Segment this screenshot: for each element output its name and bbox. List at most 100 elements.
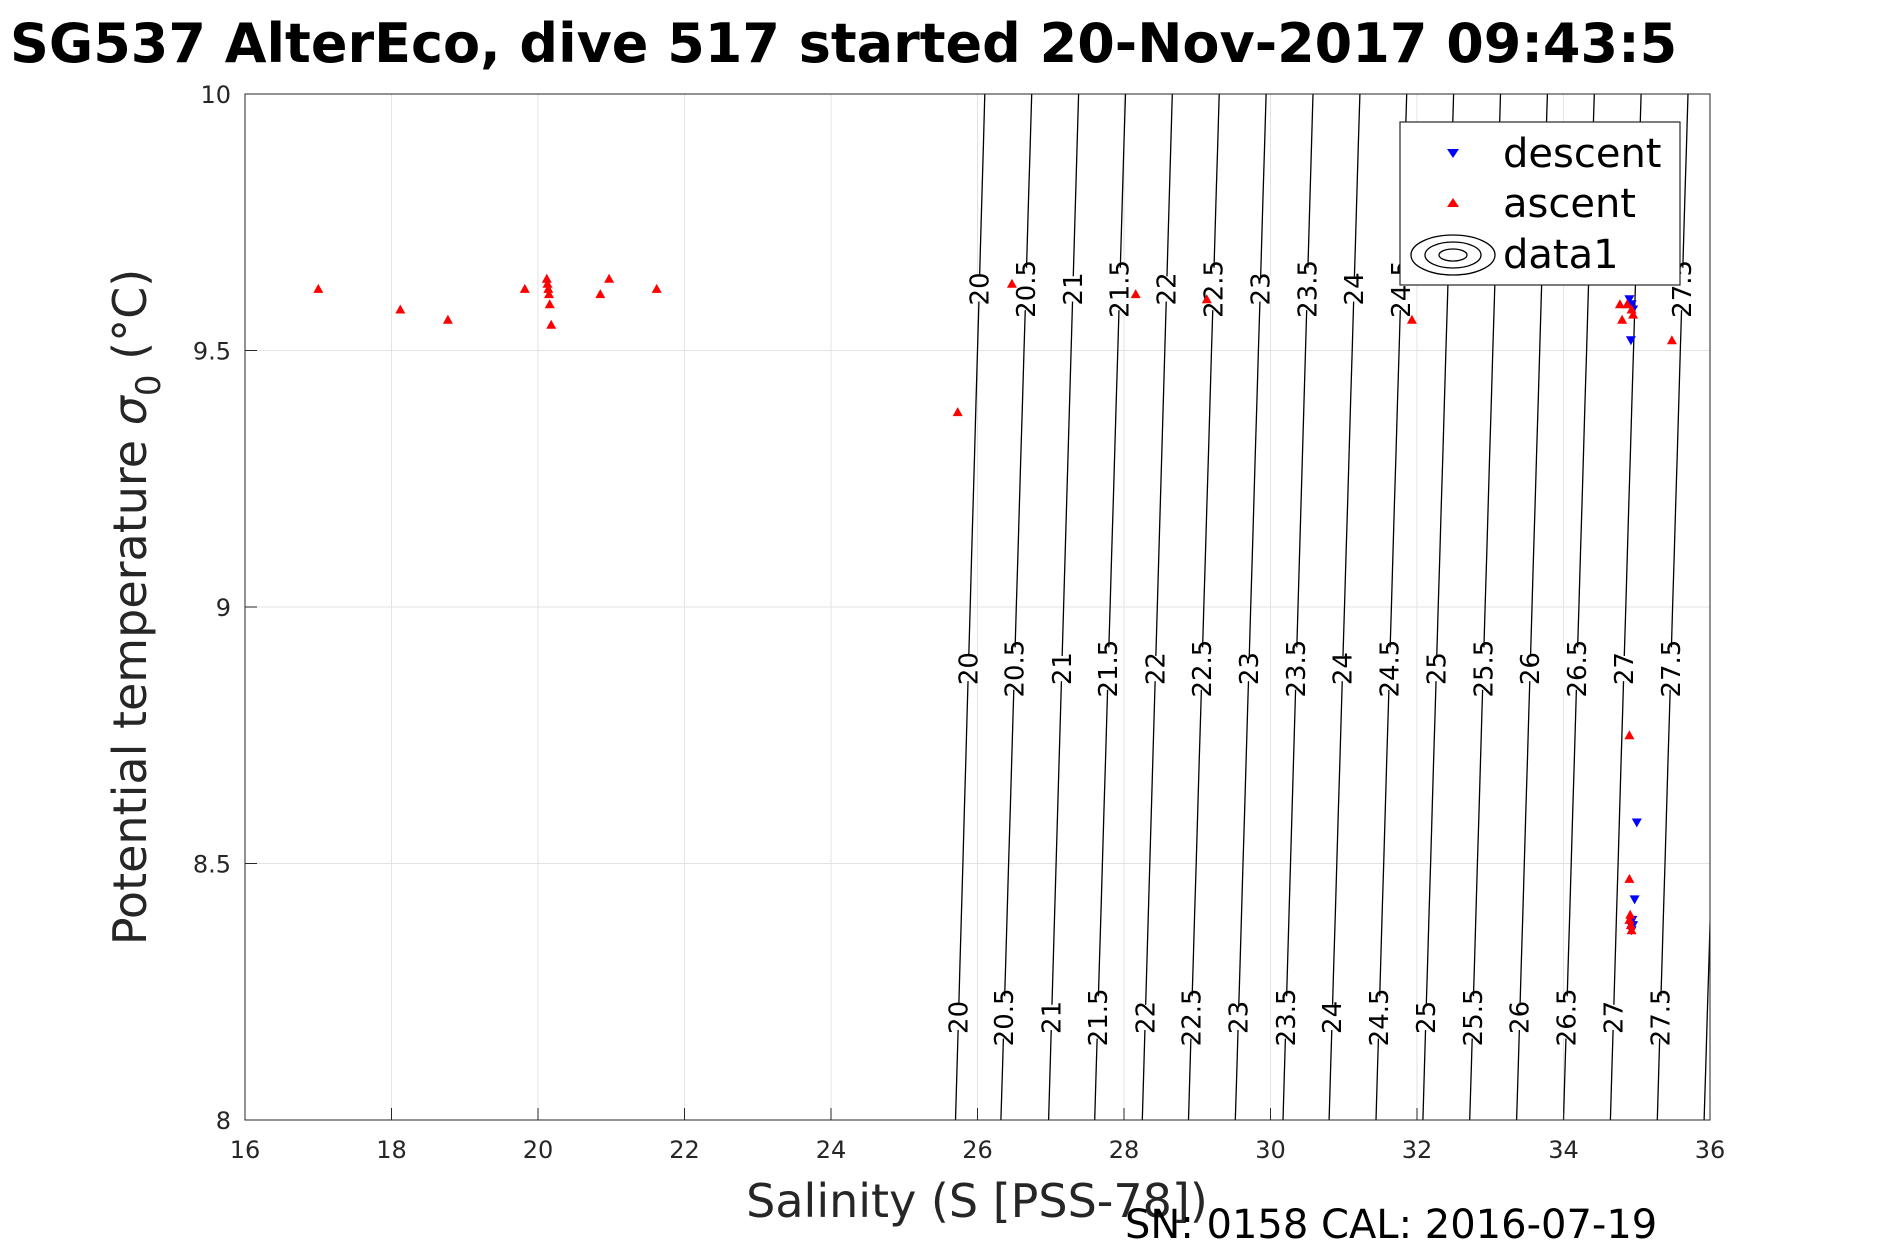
isopycnal-label-bg <box>1083 996 1112 1039</box>
isopycnal-label: 21 <box>1038 1001 1068 1034</box>
isopycnal-label: 26 <box>1516 652 1546 685</box>
isopycnal-label-bg <box>1563 647 1592 690</box>
isopycnal-line <box>1656 94 1689 1120</box>
x-tick-label: 18 <box>376 1136 407 1164</box>
isopycnal-label-bg <box>1282 647 1311 690</box>
isopycnal-label: 22.5 <box>1188 640 1218 698</box>
isopycnal-label-bg <box>1094 647 1123 690</box>
isopycnal-label-bg <box>1187 647 1216 690</box>
isopycnal-label: 27 <box>1600 1001 1630 1034</box>
isopycnal-line <box>1328 94 1361 1120</box>
ascent-point <box>1628 309 1639 319</box>
isopycnal-label-bg <box>1011 267 1040 311</box>
ascent-point <box>595 289 606 299</box>
isopycnal-label-bg <box>1318 1004 1347 1030</box>
ascent-point <box>542 278 553 288</box>
isopycnal-label: 22 <box>1153 272 1183 305</box>
ascent-point <box>313 283 324 293</box>
ascent-point <box>395 304 406 314</box>
x-tick-label: 34 <box>1548 1136 1579 1164</box>
ascent-point <box>543 283 554 293</box>
isopycnal-label: 26.5 <box>1553 988 1583 1046</box>
x-axis-ticks: 16 18 20 22 24 26 28 30 32 34 36 <box>230 1108 1725 1164</box>
isopycnal-line <box>1000 94 1033 1120</box>
x-tick-label: 24 <box>816 1136 847 1164</box>
isopycnal-label: 24 <box>1340 272 1370 305</box>
isopycnal-label: 27 <box>1610 652 1640 685</box>
descent-point <box>1629 895 1640 905</box>
isopycnal-label-bg <box>1152 276 1181 302</box>
isopycnal-label-bg <box>1609 655 1638 682</box>
isopycnal-label-bg <box>944 1004 973 1030</box>
isopycnal-label-bg <box>1141 655 1170 682</box>
ascent-point <box>1666 335 1677 345</box>
isopycnal-label: 21.5 <box>1084 988 1114 1046</box>
isopycnal-label-bg <box>1131 1004 1160 1030</box>
x-tick-label: 20 <box>523 1136 554 1164</box>
isopycnal-label: 20.5 <box>990 988 1020 1046</box>
isopycnal-label: 24 <box>1329 652 1359 685</box>
legend-ascent-marker <box>1447 198 1459 207</box>
isopycnal-label-bg <box>1000 647 1029 690</box>
isopycnal-label-bg <box>1365 996 1394 1039</box>
x-tick-label: 22 <box>669 1136 700 1164</box>
descent-point <box>1624 295 1635 305</box>
isopycnal-label: 24.5 <box>1365 988 1395 1046</box>
isopycnal-line <box>954 94 986 1120</box>
isopycnal-label: 23 <box>1235 652 1265 685</box>
ascent-point <box>952 407 963 417</box>
ascent-point <box>651 283 662 293</box>
isopycnal-label: 23.5 <box>1293 260 1323 318</box>
ascent-point <box>442 314 453 324</box>
isopycnal-label-bg <box>1047 655 1076 682</box>
isopycnal-label-bg <box>1177 996 1206 1039</box>
isopycnal-line <box>1703 902 1710 1120</box>
density-contour-labels: 20 20 20 20.5 20.5 20.5 21 21 21 21.5 21.5 21.5 22 22… <box>944 260 1698 1046</box>
isopycnal-label-bg <box>1037 1004 1066 1030</box>
data-points <box>313 273 1677 936</box>
ascent-point <box>1624 873 1635 883</box>
chart-title: SG537 AlterEco, dive 517 started 20-Nov-… <box>10 12 1677 75</box>
isopycnal-line <box>1282 94 1314 1120</box>
isopycnal-label: 23.5 <box>1272 988 1302 1046</box>
legend-descent-label: descent <box>1503 131 1661 177</box>
isopycnal-label: 20.5 <box>1001 640 1031 698</box>
isopycnal-label-bg <box>1375 647 1404 690</box>
ascent-point <box>1130 289 1141 299</box>
isopycnal-label: 21.5 <box>1094 640 1124 698</box>
y-tick-label: 8.5 <box>193 851 231 879</box>
ascent-point <box>1006 278 1017 288</box>
isopycnal-line <box>1234 94 1267 1120</box>
isopycnal-label-bg <box>1505 1004 1534 1030</box>
isopycnal-label: 21.5 <box>1106 260 1136 318</box>
isopycnal-label-bg <box>990 996 1019 1039</box>
ascent-point <box>544 289 554 299</box>
isopycnal-label: 20 <box>945 1001 975 1034</box>
isopycnal-label: 26 <box>1506 1001 1536 1034</box>
isopycnal-label: 22 <box>1131 1001 1161 1034</box>
ascent-point <box>541 273 552 283</box>
isopycnal-label: 20.5 <box>1012 260 1042 318</box>
serial-calibration-footer: SN: 0158 CAL: 2016-07-19 <box>1125 1202 1657 1248</box>
x-tick-label: 16 <box>230 1136 261 1164</box>
x-axis-title: Salinity (S [PSS-78]) <box>746 1174 1208 1228</box>
ascent-point <box>1624 730 1635 740</box>
isopycnal-label-bg <box>1328 655 1357 682</box>
isopycnal-label: 23 <box>1224 1001 1254 1034</box>
isopycnal-label: 27.5 <box>1657 640 1687 698</box>
isopycnal-label-bg <box>1105 267 1134 311</box>
ascent-point <box>1625 920 1636 930</box>
isopycnal-label: 22 <box>1142 652 1172 685</box>
isopycnal-label-bg <box>1411 1004 1440 1030</box>
legend-contour-icon <box>1410 234 1496 276</box>
y-tick-label: 10 <box>200 81 231 109</box>
isopycnal-label: 23 <box>1246 272 1276 305</box>
isopycnal-label-bg <box>954 655 983 682</box>
ascent-point <box>1201 294 1212 304</box>
isopycnal-label-bg <box>1271 996 1300 1039</box>
isopycnal-label-bg <box>1646 996 1675 1039</box>
isopycnal-label: 21 <box>1059 272 1089 305</box>
ascent-point <box>1406 314 1417 324</box>
descent-point <box>1631 818 1642 828</box>
